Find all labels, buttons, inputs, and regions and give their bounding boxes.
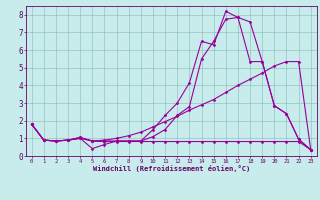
X-axis label: Windchill (Refroidissement éolien,°C): Windchill (Refroidissement éolien,°C) [92,165,250,172]
